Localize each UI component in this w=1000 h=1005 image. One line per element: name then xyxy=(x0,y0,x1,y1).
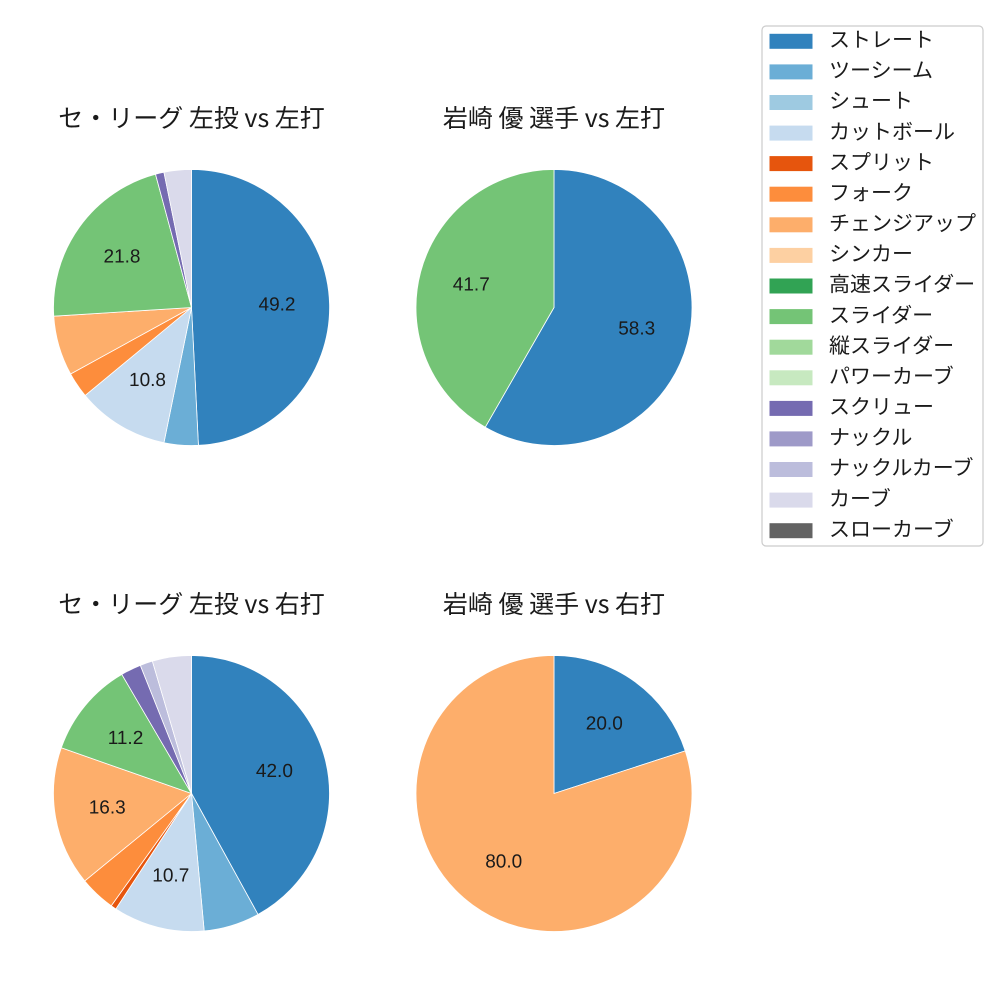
svg-text:チェンジアップ: チェンジアップ xyxy=(829,208,976,238)
svg-text:スプリット: スプリット xyxy=(829,146,934,176)
svg-text:21.8: 21.8 xyxy=(104,247,141,268)
svg-text:スライダー: スライダー xyxy=(829,299,933,329)
svg-text:11.2: 11.2 xyxy=(108,728,144,749)
svg-text:10.7: 10.7 xyxy=(152,866,189,887)
svg-text:ストレート: ストレート xyxy=(829,24,934,54)
svg-text:岩崎 優 選手 vs 左打: 岩崎 優 選手 vs 左打 xyxy=(443,99,665,135)
svg-text:高速スライダー: 高速スライダー xyxy=(829,269,975,299)
svg-text:ナックルカーブ: ナックルカーブ xyxy=(829,452,973,482)
svg-text:41.7: 41.7 xyxy=(453,274,490,295)
svg-text:10.8: 10.8 xyxy=(129,370,166,391)
svg-text:ツーシーム: ツーシーム xyxy=(829,55,933,85)
svg-text:縦スライダー: 縦スライダー xyxy=(829,330,954,360)
svg-text:シンカー: シンカー xyxy=(829,238,913,268)
svg-text:16.3: 16.3 xyxy=(89,797,126,818)
svg-text:カットボール: カットボール xyxy=(829,116,955,146)
svg-text:49.2: 49.2 xyxy=(259,294,296,315)
svg-text:58.3: 58.3 xyxy=(618,319,655,340)
svg-text:20.0: 20.0 xyxy=(586,713,623,734)
svg-text:スローカーブ: スローカーブ xyxy=(829,513,954,543)
svg-text:スクリュー: スクリュー xyxy=(829,391,934,421)
svg-text:セ・リーグ 左投 vs 右打: セ・リーグ 左投 vs 右打 xyxy=(58,585,325,621)
svg-text:パワーカーブ: パワーカーブ xyxy=(829,361,954,391)
svg-text:ナックル: ナックル xyxy=(829,422,912,452)
svg-text:カーブ: カーブ xyxy=(829,483,891,513)
svg-text:岩崎 優 選手 vs 右打: 岩崎 優 選手 vs 右打 xyxy=(443,585,665,621)
svg-text:フォーク: フォーク xyxy=(829,177,913,207)
svg-text:シュート: シュート xyxy=(829,85,913,115)
svg-text:80.0: 80.0 xyxy=(485,852,522,873)
svg-text:42.0: 42.0 xyxy=(256,761,293,782)
svg-text:セ・リーグ 左投 vs 左打: セ・リーグ 左投 vs 左打 xyxy=(58,99,325,135)
